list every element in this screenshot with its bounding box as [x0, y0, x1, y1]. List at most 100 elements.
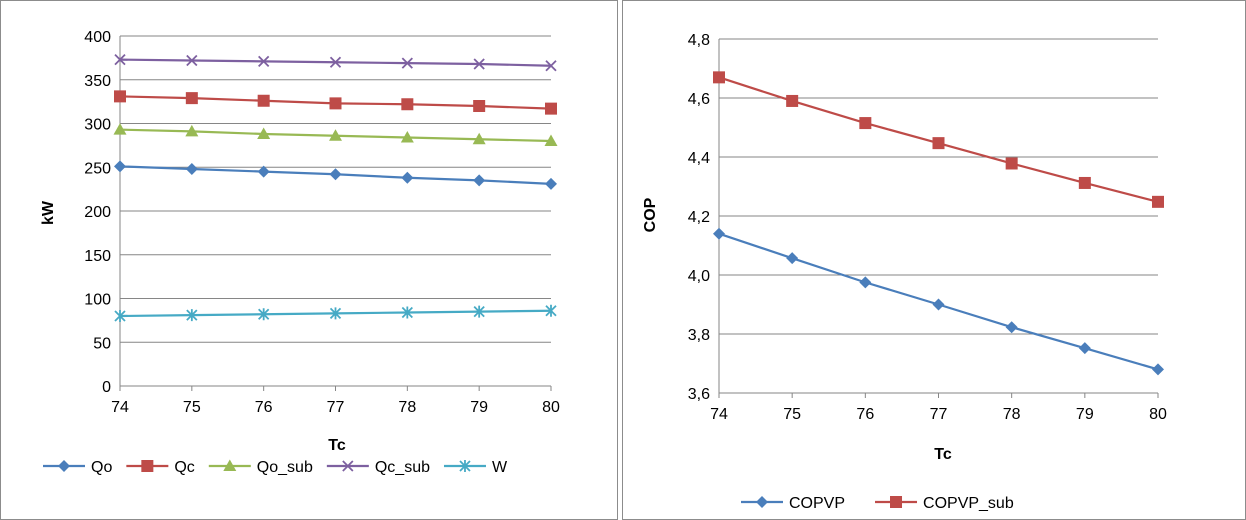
- x-tick-label: 79: [1076, 406, 1094, 423]
- y-tick-label: 3,8: [688, 327, 710, 344]
- y-tick-label: 4,0: [688, 268, 710, 285]
- data-point: [1005, 157, 1018, 170]
- legend-label: Qc_sub: [375, 459, 430, 476]
- data-point: [185, 92, 198, 105]
- data-point: [401, 57, 413, 69]
- y-axis-title: kW: [40, 200, 57, 225]
- x-tick-label: 74: [111, 399, 129, 416]
- data-point: [114, 53, 126, 66]
- chart-panel-cop: 3,6 3,8 4,0 4,2 4,4 4,6 4,8 74 75 76 77 78 79 80 Tc …: [622, 0, 1246, 520]
- data-point: [544, 134, 558, 146]
- data-point: [114, 90, 126, 103]
- data-point: [258, 55, 270, 68]
- data-point: [401, 171, 414, 184]
- chart-panel-power: 0 50 100 150 200 250 300 350 400 74 75 76 77 78 79 80 …: [0, 0, 618, 520]
- data-point: [545, 102, 557, 115]
- y-tick-label: 50: [93, 335, 111, 352]
- legend-marker: [141, 460, 154, 472]
- data-point: [786, 94, 799, 107]
- x-tick-label: 75: [183, 399, 201, 416]
- legend-label: W: [492, 459, 508, 476]
- y-tick-label: 200: [84, 204, 111, 221]
- data-point: [859, 276, 872, 289]
- data-point: [786, 252, 799, 265]
- data-point: [258, 308, 270, 321]
- data-point: [932, 298, 945, 311]
- y-tick-label: 4,6: [688, 91, 710, 108]
- x-tick-label: 78: [398, 399, 416, 416]
- x-tick-label: 75: [783, 406, 801, 423]
- y-tick-label: 150: [84, 248, 111, 265]
- data-point: [185, 124, 199, 137]
- legend-label: Qc: [174, 459, 194, 476]
- data-point: [473, 174, 486, 187]
- y-tick-label: 4,4: [688, 150, 710, 167]
- x-axis-title: Tc: [934, 446, 952, 463]
- legend-marker: [342, 460, 354, 472]
- data-point: [1078, 342, 1091, 355]
- x-tick-label: 80: [1149, 406, 1167, 423]
- data-point: [473, 100, 486, 112]
- y-tick-label: 250: [84, 160, 111, 177]
- y-tick-label: 400: [84, 29, 111, 46]
- y-tick-label: 100: [84, 292, 111, 309]
- data-point: [114, 310, 126, 322]
- data-point: [329, 56, 342, 68]
- data-point: [401, 306, 413, 319]
- data-point: [114, 160, 126, 173]
- x-tick-label: 79: [470, 399, 488, 416]
- x-axis-title: Tc: [328, 437, 346, 454]
- data-point: [257, 165, 270, 178]
- legend-label: COPVP: [789, 495, 845, 512]
- legend-marker: [459, 460, 471, 472]
- legend-label: Qo_sub: [257, 459, 313, 476]
- x-tick-label: 78: [1003, 406, 1021, 423]
- legend-marker: [756, 496, 768, 508]
- data-point: [186, 54, 198, 67]
- y-tick-label: 3,6: [688, 386, 710, 403]
- legend-label: Qo: [91, 459, 112, 476]
- x-tick-label: 76: [255, 399, 273, 416]
- data-point: [545, 177, 557, 190]
- data-point: [1078, 176, 1091, 189]
- data-point: [545, 304, 557, 317]
- data-point: [113, 123, 127, 135]
- legend-marker: [58, 460, 70, 472]
- data-point: [329, 307, 342, 320]
- cop-chart: 3,63,84,04,24,44,64,8 74 75 76 77 78 79 80 Tc …: [642, 32, 1167, 512]
- data-point: [329, 129, 342, 141]
- data-point: [185, 163, 198, 175]
- legend-label: COPVP_sub: [923, 495, 1014, 512]
- data-point: [400, 131, 414, 143]
- legend-marker: [890, 496, 903, 508]
- data-point: [329, 97, 342, 110]
- legend-marker: [223, 459, 237, 471]
- data-point: [401, 98, 414, 111]
- data-point: [186, 309, 198, 322]
- y-tick-label: 300: [84, 117, 111, 134]
- y-tick-label: 4,2: [688, 209, 710, 226]
- data-point: [1152, 363, 1164, 376]
- x-tick-label: 74: [710, 406, 728, 423]
- y-axis-title: COP: [642, 197, 659, 232]
- y-tick-label: 0: [102, 379, 111, 396]
- x-tick-label: 77: [930, 406, 948, 423]
- data-point: [1152, 195, 1164, 208]
- data-point: [545, 60, 557, 72]
- data-point: [473, 305, 485, 318]
- x-tick-label: 76: [856, 406, 874, 423]
- data-point: [1005, 321, 1018, 334]
- data-point: [472, 132, 486, 145]
- y-tick-label: 4,8: [688, 32, 710, 49]
- x-tick-label: 77: [327, 399, 345, 416]
- data-point: [859, 117, 872, 130]
- data-point: [713, 227, 725, 240]
- data-point: [713, 71, 725, 84]
- data-point: [257, 127, 271, 139]
- data-point: [329, 168, 342, 181]
- x-tick-label: 80: [542, 399, 560, 416]
- data-point: [473, 58, 485, 70]
- y-tick-label: 350: [84, 73, 111, 90]
- data-point: [257, 94, 270, 107]
